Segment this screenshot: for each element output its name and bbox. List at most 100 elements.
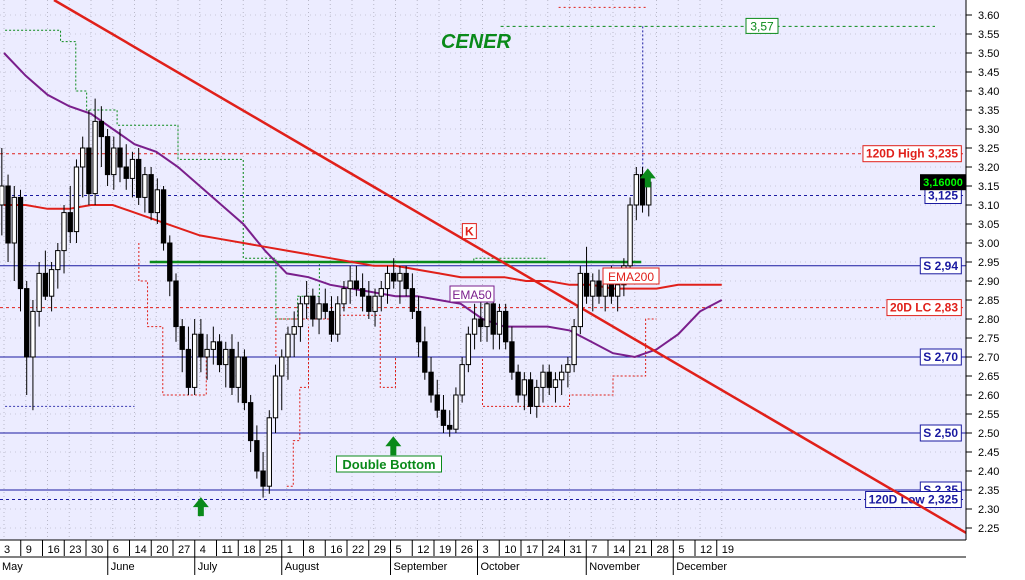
x-day-label: 14 <box>135 544 147 556</box>
y-tick-label: 2.80 <box>978 314 999 326</box>
candle-up <box>235 356 241 388</box>
candle-up <box>0 185 5 206</box>
x-day-label: 8 <box>309 544 315 556</box>
candle-down <box>366 295 372 312</box>
candle-up <box>397 272 403 282</box>
candle-down <box>241 356 248 404</box>
annotation-label: EMA50 <box>452 288 492 302</box>
level-label: S 2,94 <box>923 259 958 273</box>
trendline <box>53 0 967 534</box>
x-day-label: 11 <box>222 544 233 556</box>
candle-up <box>316 303 322 320</box>
level-label-box <box>919 348 962 366</box>
candle-up <box>341 288 347 305</box>
candle-up <box>627 204 633 267</box>
candle-up <box>73 166 80 233</box>
x-day-label: 25 <box>265 544 277 556</box>
x-day-label: 12 <box>417 544 429 556</box>
series-ema200 <box>4 204 722 290</box>
trailing-stop-red <box>138 243 657 407</box>
trendline-group: K 3,57 <box>53 0 967 534</box>
candle-down <box>173 280 179 328</box>
candle-up <box>279 356 285 377</box>
x-month-label: August <box>285 561 319 573</box>
level-label-box <box>919 424 962 442</box>
candle-up <box>335 303 341 335</box>
y-tick-label: 2.50 <box>978 428 999 440</box>
trendline-label: K <box>465 225 474 239</box>
candle-down <box>67 212 73 233</box>
x-day-label: 4 <box>200 544 206 556</box>
candle-down <box>434 394 440 411</box>
x-day-label: 6 <box>113 544 119 556</box>
candle-down <box>478 318 484 328</box>
x-month-label: November <box>589 561 640 573</box>
horizontal-levels: 120D High 3,235 3,125 S 2,94 20D LC 2,83 S 2… <box>0 145 966 508</box>
candle-up <box>48 269 55 297</box>
plot-area <box>0 0 966 540</box>
annotation-box <box>449 285 495 303</box>
y-tick-label: 3.55 <box>978 29 999 41</box>
x-day-label: 5 <box>678 544 684 556</box>
x-day-label: 20 <box>156 544 168 556</box>
candle-down <box>310 295 316 320</box>
last-price-label: 3,16000 <box>923 177 963 189</box>
candle-up <box>372 295 378 312</box>
candle-up <box>30 310 36 358</box>
y-tick-label: 3.05 <box>978 219 999 231</box>
candle-down <box>359 288 366 297</box>
candle-up <box>577 272 584 328</box>
y-tick-label: 2.40 <box>978 466 999 478</box>
x-day-label: 21 <box>635 544 647 556</box>
x-day-label: 31 <box>570 544 582 556</box>
y-tick-label: 2.30 <box>978 504 999 516</box>
candle-up <box>55 250 61 271</box>
y-tick-label: 2.45 <box>978 447 999 459</box>
candle-up <box>378 288 384 297</box>
candle-up <box>633 174 639 206</box>
y-tick-label: 3.40 <box>978 86 999 98</box>
candle-down <box>503 310 509 343</box>
candle-down <box>260 470 266 487</box>
candle-up <box>552 379 559 388</box>
candle-up <box>61 212 67 252</box>
candle-down <box>104 136 111 176</box>
level-label: S 2,50 <box>923 426 958 440</box>
target-label-box <box>745 17 779 34</box>
x-day-label: 1 <box>287 544 293 556</box>
level-label-box <box>919 257 962 275</box>
x-day-label: 23 <box>69 544 81 556</box>
candle-up <box>521 379 528 396</box>
candle-up <box>223 348 229 366</box>
x-month-label: May <box>2 561 23 573</box>
y-tick-label: 2.90 <box>978 276 999 288</box>
candle-up <box>459 364 465 396</box>
candle-up <box>471 318 478 335</box>
candle-up <box>272 375 279 419</box>
candle-down <box>353 280 360 290</box>
candle-up <box>142 174 148 198</box>
candle-down <box>185 348 192 388</box>
y-tick-label: 3.30 <box>978 124 999 136</box>
x-month-label: December <box>676 561 727 573</box>
candle-down <box>415 310 422 343</box>
candle-down <box>639 174 646 206</box>
candle-up <box>285 333 291 358</box>
y-tick-label: 3.35 <box>978 105 999 117</box>
x-month-label: October <box>481 561 520 573</box>
x-month-label: June <box>111 561 135 573</box>
candle-down <box>391 272 397 282</box>
last-price-box <box>920 174 966 191</box>
candle-down <box>123 166 129 179</box>
candle-down <box>440 409 447 426</box>
candle-up <box>80 147 86 168</box>
candle-up <box>384 272 391 290</box>
annotation-box <box>336 455 442 473</box>
candles <box>0 98 652 498</box>
annotations: Double Bottom EMA50 EMA200 <box>192 168 660 517</box>
candle-up <box>558 371 565 381</box>
chart-title: CENER <box>441 31 512 53</box>
candle-down <box>409 288 416 312</box>
y-tick-label: 3.50 <box>978 48 999 60</box>
candle-up <box>210 341 216 350</box>
